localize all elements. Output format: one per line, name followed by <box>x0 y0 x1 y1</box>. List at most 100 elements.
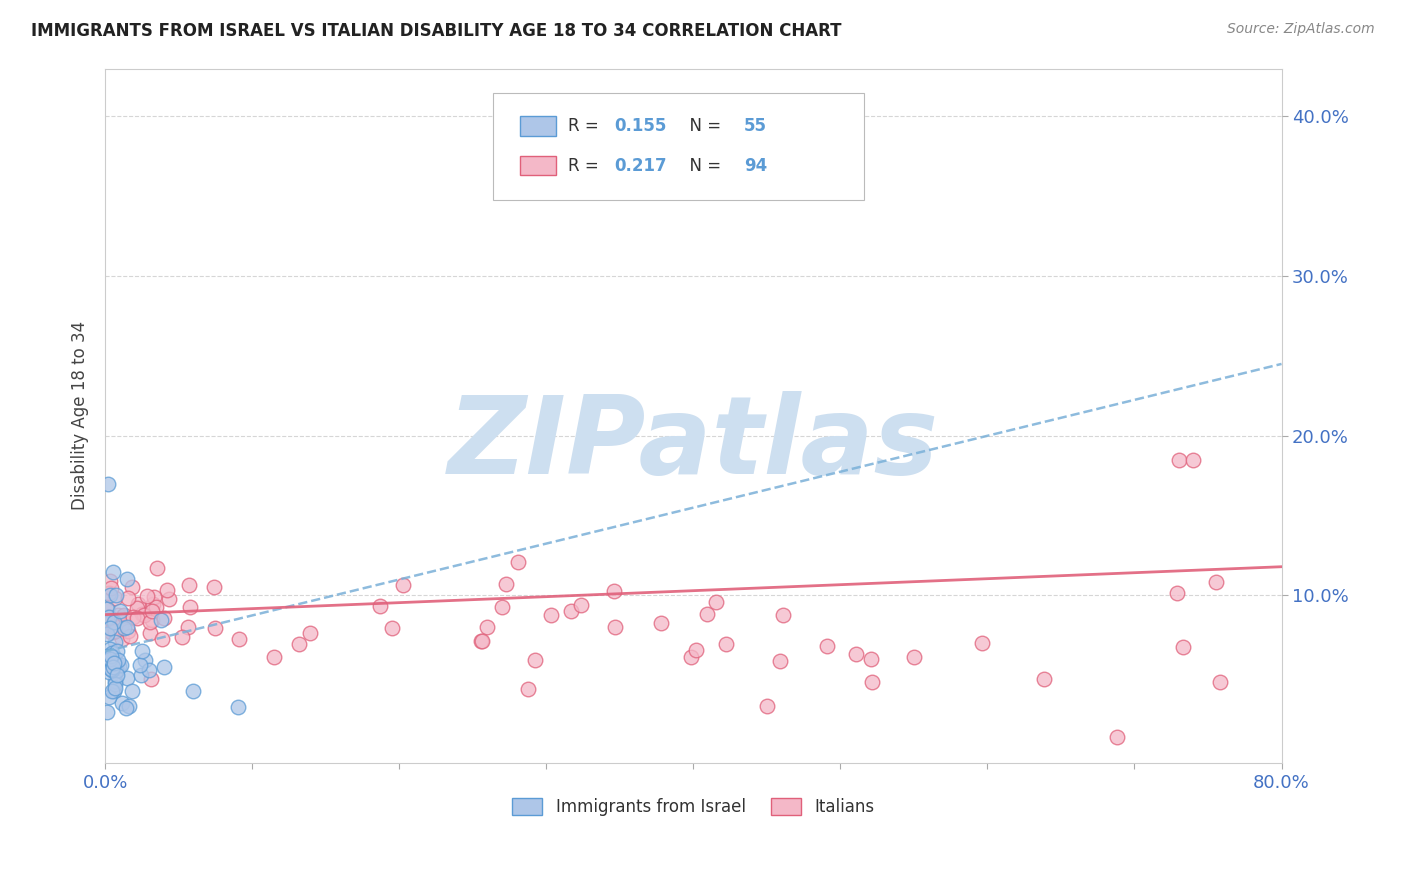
Point <box>860 675 883 690</box>
Point <box>650 616 672 631</box>
Point <box>772 607 794 622</box>
Point <box>153 610 176 624</box>
Point <box>696 607 718 621</box>
Point <box>287 637 309 651</box>
Point <box>569 598 592 612</box>
Point <box>101 624 124 639</box>
Point <box>103 615 125 629</box>
Point <box>96 622 118 636</box>
Point <box>131 607 153 622</box>
Point <box>96 649 118 664</box>
Point <box>101 663 124 677</box>
Point <box>741 173 763 187</box>
FancyBboxPatch shape <box>520 156 555 176</box>
Point <box>112 620 135 634</box>
Text: N =: N = <box>679 117 727 136</box>
Point <box>1105 730 1128 744</box>
Point <box>112 614 135 628</box>
Point <box>98 690 121 704</box>
Point <box>860 652 883 666</box>
Text: ZIPatlas: ZIPatlas <box>447 391 939 497</box>
Point <box>903 650 925 665</box>
Point <box>101 618 124 632</box>
Point <box>117 573 139 587</box>
Point <box>117 672 139 686</box>
Text: 0.155: 0.155 <box>614 117 666 136</box>
Point <box>103 656 125 670</box>
Point <box>134 653 156 667</box>
Point <box>495 577 517 591</box>
Point <box>101 646 124 660</box>
Point <box>138 663 160 677</box>
Point <box>112 608 135 623</box>
Point <box>226 700 249 714</box>
Point <box>97 476 120 491</box>
Point <box>97 665 120 679</box>
Point <box>1032 672 1054 686</box>
Point <box>127 597 149 611</box>
Point <box>139 672 162 686</box>
Point <box>516 681 538 696</box>
Point <box>177 578 200 592</box>
Point <box>1171 640 1194 654</box>
Point <box>471 634 494 648</box>
Point <box>145 599 167 614</box>
Y-axis label: Disability Age 18 to 34: Disability Age 18 to 34 <box>72 321 89 510</box>
Point <box>368 599 391 613</box>
Point <box>117 591 139 606</box>
Point <box>104 624 127 638</box>
Point <box>1167 452 1189 467</box>
Point <box>603 584 626 599</box>
Point <box>118 698 141 713</box>
Point <box>111 697 134 711</box>
Point <box>157 592 180 607</box>
Point <box>131 644 153 658</box>
Point <box>202 580 225 594</box>
Point <box>299 625 322 640</box>
Point <box>110 620 132 634</box>
Point <box>155 582 177 597</box>
Point <box>176 620 198 634</box>
Point <box>815 639 838 653</box>
Point <box>107 607 129 622</box>
Text: Source: ZipAtlas.com: Source: ZipAtlas.com <box>1227 22 1375 37</box>
Point <box>105 643 128 657</box>
Point <box>179 600 201 615</box>
Point <box>755 699 778 714</box>
Text: 94: 94 <box>744 157 768 175</box>
Point <box>125 611 148 625</box>
Text: N =: N = <box>679 157 727 175</box>
Point <box>98 611 121 625</box>
Point <box>844 648 866 662</box>
Point <box>101 660 124 674</box>
Point <box>98 589 121 603</box>
Point <box>108 604 131 618</box>
Point <box>769 654 792 668</box>
Point <box>96 619 118 633</box>
Point <box>263 649 285 664</box>
Point <box>714 638 737 652</box>
Point <box>153 660 176 674</box>
Point <box>112 607 135 622</box>
Point <box>1166 586 1188 600</box>
Point <box>105 664 128 678</box>
Point <box>138 626 160 640</box>
Point <box>105 668 128 682</box>
Point <box>121 683 143 698</box>
Point <box>101 565 124 579</box>
Point <box>381 621 404 635</box>
Text: 0.217: 0.217 <box>614 157 668 175</box>
Point <box>105 665 128 679</box>
Point <box>98 649 121 664</box>
Point <box>121 609 143 624</box>
Point <box>603 620 626 634</box>
Point <box>685 643 707 657</box>
Point <box>96 601 118 615</box>
Point <box>170 631 193 645</box>
Point <box>103 649 125 664</box>
Point <box>100 649 122 664</box>
Point <box>1205 575 1227 590</box>
Point <box>508 555 530 569</box>
Point <box>129 657 152 672</box>
Point <box>100 662 122 676</box>
